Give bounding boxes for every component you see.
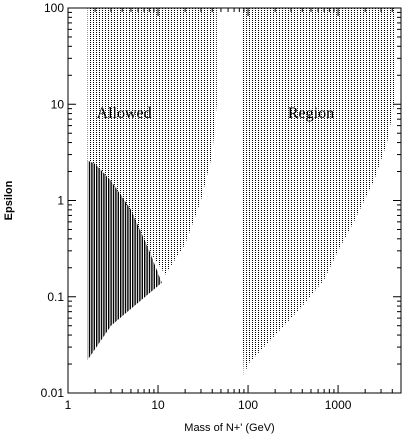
- y-tick-label: 1: [57, 194, 64, 208]
- annotation-region: Region: [288, 105, 334, 122]
- y-tick-label: 0.1: [47, 290, 64, 304]
- y-tick-label: 10: [51, 97, 65, 111]
- region-left-solid: [87, 160, 162, 360]
- region-left-dotted: [87, 8, 217, 275]
- x-tick-label: 1000: [325, 398, 352, 412]
- regions-layer: [87, 8, 395, 377]
- y-tick-label: 100: [44, 1, 64, 15]
- ticks-layer: 1 10 100 1000 0.01 0.1 1 10 100: [41, 1, 402, 412]
- x-axis-title: Mass of N+' (GeV): [184, 422, 274, 434]
- x-tick-label: 100: [238, 398, 258, 412]
- y-axis-title: Epsilon: [3, 180, 15, 220]
- x-tick-label: 1: [65, 398, 72, 412]
- y-tick-label: 0.01: [41, 386, 65, 400]
- x-tick-label: 10: [151, 398, 165, 412]
- annotation-allowed: Allowed: [97, 105, 152, 122]
- region-right-dotted: [241, 8, 395, 377]
